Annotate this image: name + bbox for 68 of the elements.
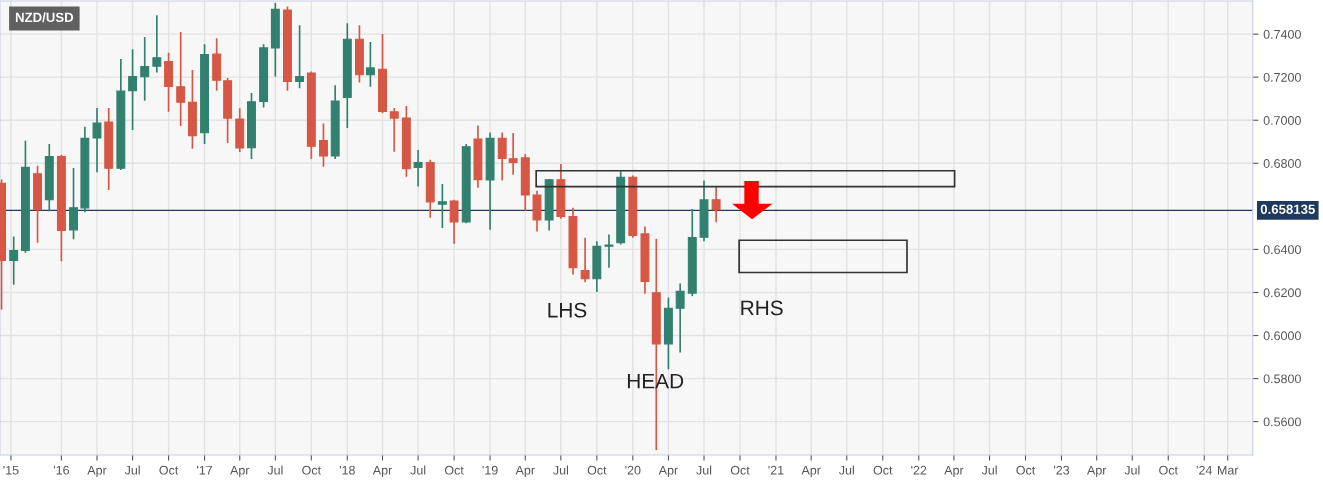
x-tick-label: Jul (124, 465, 140, 475)
candlestick (128, 48, 138, 131)
y-tick-label: 0.6400 (1263, 245, 1301, 255)
x-tick-label: '19 (482, 465, 498, 475)
candlestick (497, 131, 507, 182)
x-tick-label: '16 (53, 465, 69, 475)
candlestick (449, 198, 459, 245)
x-tick-label: '15 (3, 465, 19, 475)
candlestick (508, 132, 518, 176)
y-tick-label: 0.7000 (1263, 116, 1301, 125)
candlestick (318, 122, 328, 168)
y-tick-label: 0.5800 (1263, 374, 1301, 384)
x-tick-label: '22 (911, 465, 927, 475)
x-tick-label: Oct (587, 465, 607, 475)
candlestick (152, 14, 162, 74)
x-tick-label: Apr (658, 465, 678, 478)
x-tick-label: Jul (981, 465, 997, 475)
text: NZD/USD (15, 12, 74, 23)
x-tick-label: Jul (553, 465, 569, 475)
x-tick-label: Oct (444, 465, 464, 475)
candlestick (580, 236, 590, 283)
annotation: RHS (741, 300, 783, 316)
annotation: LHS (548, 302, 587, 318)
y-tick-label: 0.6000 (1263, 331, 1301, 341)
x-tick-label: Oct (730, 465, 750, 475)
y-tick-label: 0.7200 (1263, 72, 1301, 82)
x-tick-label: Jul (267, 465, 283, 475)
candlestick (92, 107, 102, 174)
y-tick-label: 0.6200 (1263, 288, 1301, 298)
candlestick (437, 183, 447, 229)
candlestick (711, 185, 721, 224)
y-tick-label: 0.7400 (1263, 29, 1301, 39)
x-tick-label: '23 (1053, 465, 1070, 475)
x-tick-label: Oct (1016, 465, 1036, 475)
candlestick (604, 233, 614, 269)
candlestick (9, 235, 19, 286)
x-tick-label: '20 (625, 465, 641, 475)
x-tick-label: Jul (696, 465, 712, 475)
x-tick-label: Oct (302, 465, 321, 475)
x-tick-label: '18 (339, 465, 355, 475)
y-tick-label: 0.6800 (1263, 159, 1301, 168)
x-tick-label: Apr (1086, 465, 1107, 478)
x-tick-label: Jul (1124, 465, 1140, 475)
x-tick-label: Oct (873, 465, 893, 475)
candlestick (176, 31, 186, 127)
candlestick (140, 36, 150, 102)
x-tick-label: '17 (197, 465, 213, 475)
x-tick-label: Apr (87, 465, 107, 478)
x-tick-label: '24 (1196, 465, 1213, 475)
x-tick-label: Jul (838, 465, 854, 475)
x-tick-label: Oct (159, 465, 179, 475)
candlestick (413, 149, 423, 188)
candlestick (365, 41, 375, 88)
x-tick-label: Apr (372, 465, 393, 478)
y-tick-label: 0.5600 (1263, 417, 1301, 427)
candlestick (69, 167, 78, 241)
x-tick-label: Apr (944, 465, 964, 478)
ref-line-label: 0.658135 (1260, 204, 1315, 214)
x-tick-label: '21 (768, 465, 784, 475)
candlestick (295, 24, 305, 89)
x-tick-label: Apr (515, 465, 535, 478)
candlestick (389, 107, 399, 153)
x-tick-label: Mar (1217, 465, 1239, 475)
candlestick (675, 282, 685, 354)
x-tick-label: Jul (410, 465, 426, 475)
x-tick-label: Oct (1159, 465, 1178, 475)
x-tick-label: Apr (801, 465, 821, 478)
x-tick-label: Apr (230, 465, 250, 478)
